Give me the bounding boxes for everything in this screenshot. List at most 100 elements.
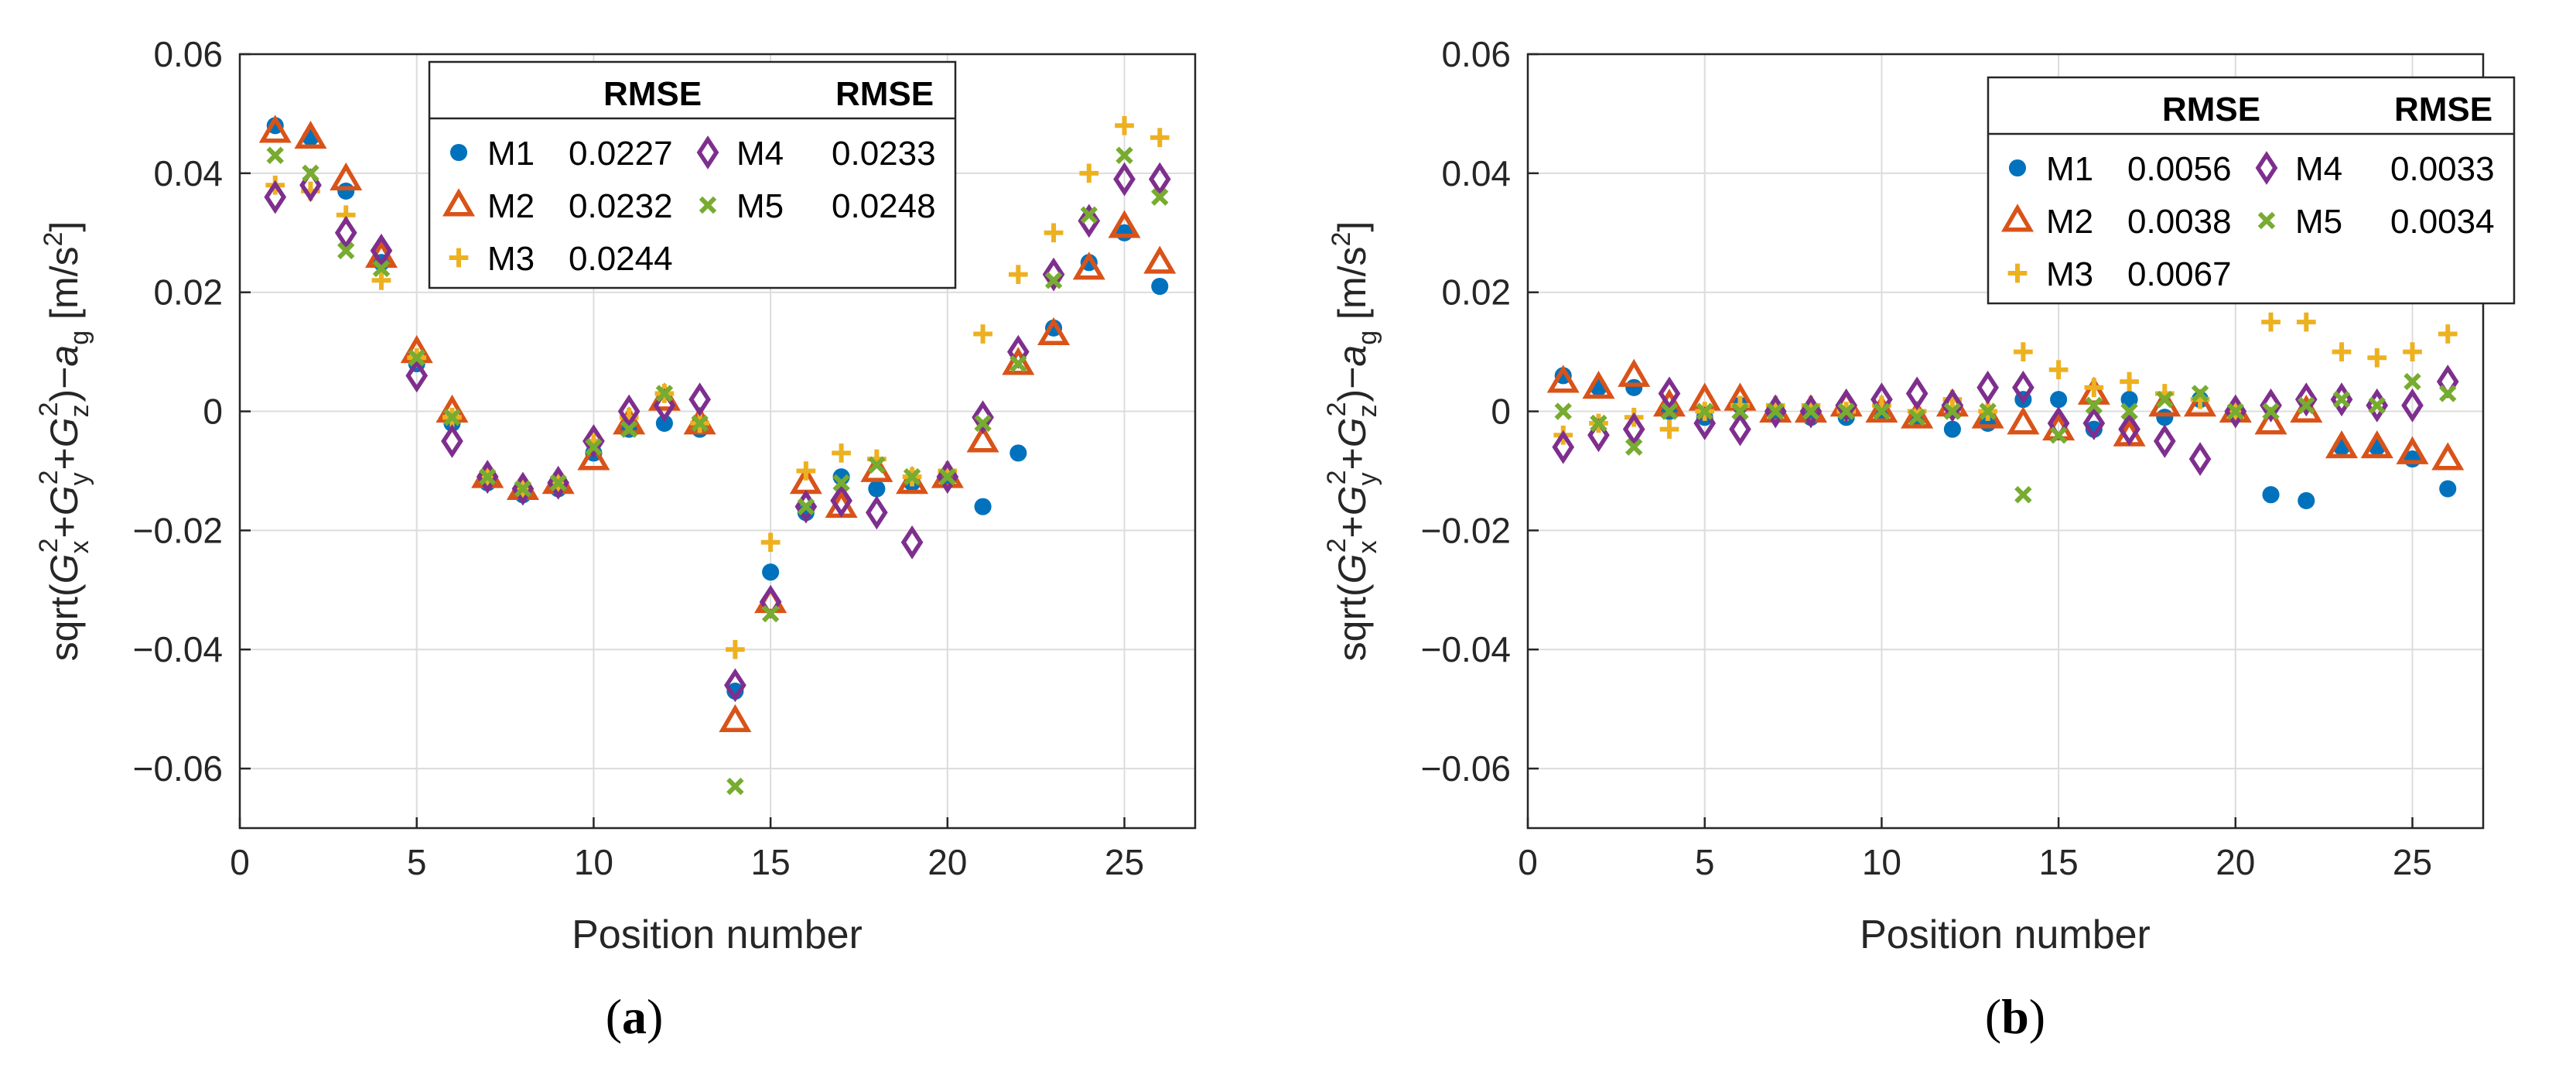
legend-rmse-m5: 0.0248 xyxy=(832,187,936,225)
marker-m3 xyxy=(2332,342,2352,361)
legend-rmse-m4: 0.0233 xyxy=(832,135,936,173)
legend-rmse-m4: 0.0033 xyxy=(2390,150,2495,188)
legend-rmse-m3: 0.0067 xyxy=(2127,255,2232,293)
x-tick-label: 5 xyxy=(1695,842,1715,882)
legend-rmse-m1: 0.0227 xyxy=(569,135,673,173)
marker-m4 xyxy=(264,180,287,214)
marker-m5 xyxy=(1554,402,1572,420)
marker-m2 xyxy=(258,115,292,143)
marker-m3 xyxy=(2403,342,2422,361)
marker-m3 xyxy=(2261,312,2280,332)
marker-m4 xyxy=(2012,370,2034,405)
marker-m5 xyxy=(620,420,638,438)
x-axis-label: Position number xyxy=(1860,912,2151,957)
marker-m5 xyxy=(1660,402,1679,420)
marker-m2 xyxy=(2396,436,2429,464)
marker-m4 xyxy=(1905,376,1929,411)
marker-m5 xyxy=(832,474,850,492)
marker-m1 xyxy=(1625,378,1643,396)
data-markers xyxy=(1546,312,2465,509)
x-tick-label: 15 xyxy=(2039,842,2079,882)
legend-marker-m3 xyxy=(2007,263,2028,283)
marker-m2 xyxy=(2007,406,2040,435)
legend-label-m4: M4 xyxy=(736,135,784,173)
marker-m4 xyxy=(1941,388,1964,423)
x-tick-label: 10 xyxy=(1862,842,1901,882)
marker-m5 xyxy=(726,777,744,796)
marker-m1 xyxy=(337,182,355,200)
marker-m5 xyxy=(514,480,532,498)
marker-m5 xyxy=(2332,390,2351,409)
marker-m4 xyxy=(370,233,393,268)
marker-m5 xyxy=(2226,402,2245,420)
chart-b: 0 5 10 15 20 25 −0.06−0.04−0.0200.020.040.06 … xyxy=(1322,34,2516,1044)
marker-m3 xyxy=(796,461,816,481)
marker-m4 xyxy=(2401,388,2424,423)
marker-m4 xyxy=(1976,370,1999,405)
marker-m2 xyxy=(2325,430,2359,459)
marker-m5 xyxy=(1696,402,1713,420)
marker-m4 xyxy=(583,424,605,458)
x-tick-label: 25 xyxy=(1105,842,1144,882)
legend-label-m3: M3 xyxy=(487,240,535,278)
marker-m5 xyxy=(266,146,284,164)
marker-m3 xyxy=(832,443,851,463)
marker-m1 xyxy=(1151,277,1169,296)
legend: RMSE RMSE M1 0.0227 M2 0.0232 M3 0.0244 M4 0.02… xyxy=(428,60,957,289)
marker-m5 xyxy=(1873,402,1891,420)
marker-m5 xyxy=(1010,354,1027,373)
marker-m1 xyxy=(655,414,673,432)
marker-m5 xyxy=(1731,402,1749,420)
marker-m3 xyxy=(2438,324,2458,344)
x-tick-label: 0 xyxy=(1518,842,1538,882)
caption: (a) xyxy=(606,989,664,1044)
marker-m5 xyxy=(868,456,886,474)
marker-m3 xyxy=(1659,419,1679,439)
legend-label-m1: M1 xyxy=(487,135,535,173)
marker-m3 xyxy=(2367,347,2387,368)
marker-m1 xyxy=(762,563,780,581)
legend-label-m3: M3 xyxy=(2046,255,2093,293)
marker-m5 xyxy=(1979,402,1997,420)
marker-m4 xyxy=(441,424,463,458)
legend-label-m1: M1 xyxy=(2046,150,2093,188)
marker-m3 xyxy=(2296,312,2316,332)
x-tick-label: 15 xyxy=(751,842,791,882)
marker-m5 xyxy=(691,414,709,433)
marker-m2 xyxy=(294,120,327,149)
marker-m5 xyxy=(2014,486,2032,504)
marker-m5 xyxy=(2120,402,2138,420)
marker-m5 xyxy=(2298,396,2315,415)
marker-m5 xyxy=(549,474,567,492)
marker-m3 xyxy=(2084,378,2104,398)
marker-m4 xyxy=(2260,388,2282,423)
marker-m5 xyxy=(1115,146,1133,164)
marker-m2 xyxy=(1002,347,1035,375)
x-tick-label: 0 xyxy=(230,842,250,882)
legend-box xyxy=(428,60,957,289)
marker-m2 xyxy=(2184,389,2217,417)
marker-m4 xyxy=(1552,430,1575,464)
legend-marker-m2 xyxy=(2000,204,2034,232)
marker-m3 xyxy=(1044,223,1064,243)
marker-m5 xyxy=(761,604,780,623)
marker-m3 xyxy=(1008,265,1028,284)
marker-m1 xyxy=(2120,391,2138,409)
marker-m4 xyxy=(2188,442,2212,477)
marker-m5 xyxy=(2191,385,2209,402)
legend-marker-m5 xyxy=(2257,211,2276,230)
y-tick-label: −0.04 xyxy=(133,629,223,669)
legend-rmse-m3: 0.0244 xyxy=(569,240,673,278)
y-tick-label: −0.06 xyxy=(1421,748,1511,789)
legend-header-rmse-1: RMSE xyxy=(2162,91,2260,128)
y-axis-label: sqrt(Gx2+Gy2+Gz2)−ag [m/s2] xyxy=(34,221,94,662)
marker-m4 xyxy=(688,382,711,417)
marker-m4 xyxy=(900,525,924,560)
marker-m4 xyxy=(1622,412,1645,447)
marker-m3 xyxy=(1079,163,1099,183)
marker-m5 xyxy=(2156,390,2174,409)
marker-m1 xyxy=(2050,391,2068,409)
plot-box xyxy=(238,53,1197,830)
marker-m1 xyxy=(2298,491,2315,509)
y-tick-label: 0 xyxy=(203,392,223,432)
